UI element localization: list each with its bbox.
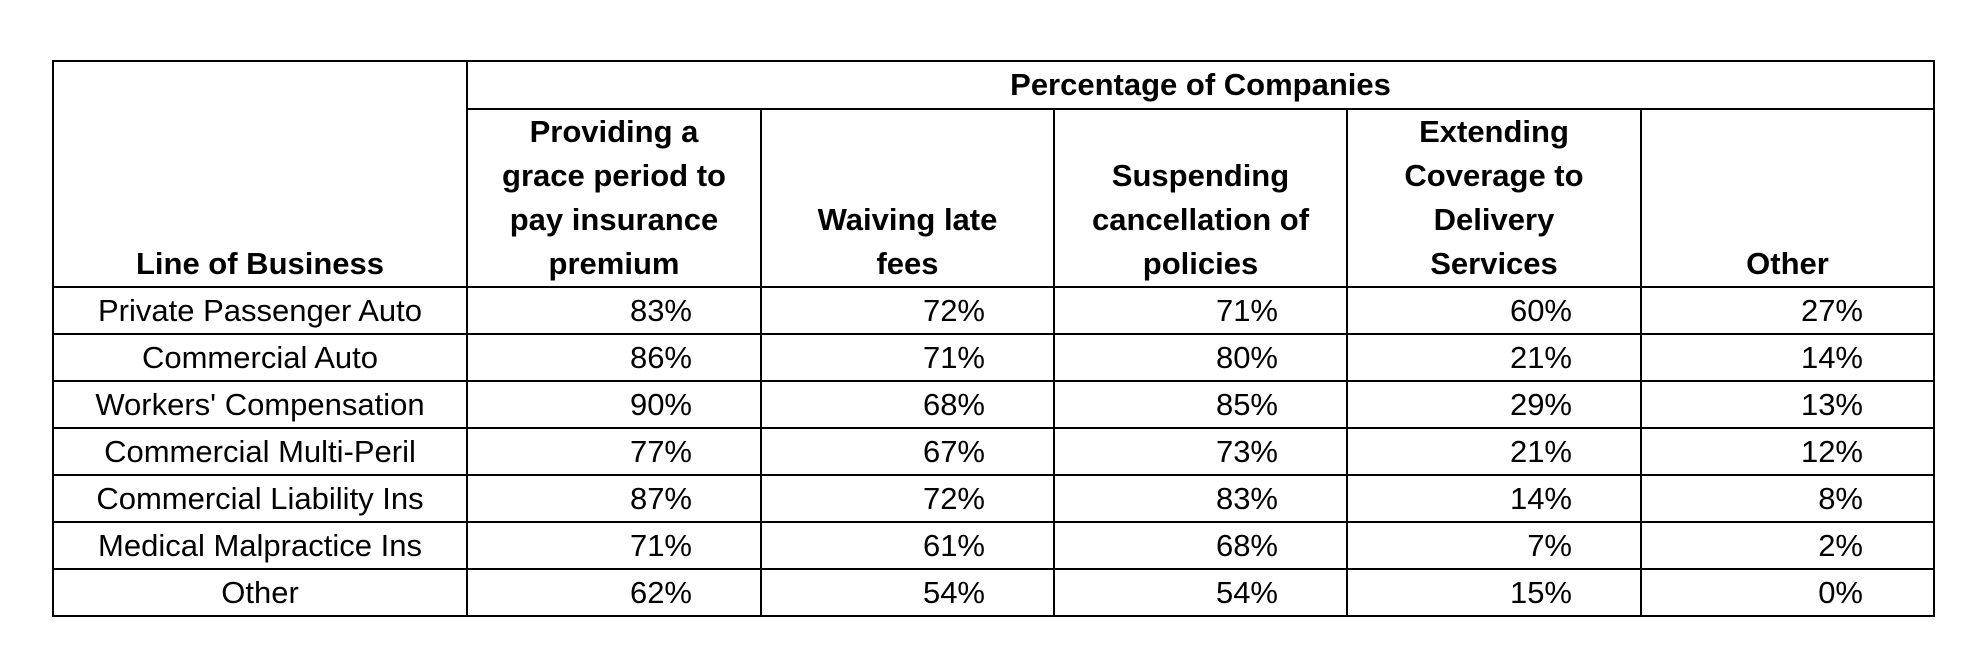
row-label: Medical Malpractice Ins (52, 521, 468, 570)
column-header-line: Other (1746, 246, 1829, 281)
table-cell: 85% (1053, 380, 1348, 429)
column-header-line: Delivery (1433, 202, 1555, 237)
column-header-line: premium (548, 246, 680, 281)
table-cell: 68% (760, 380, 1055, 429)
table-row: Workers' Compensation 90% 68% 85% 29% 13… (52, 380, 1935, 429)
table-cell: 86% (466, 333, 762, 382)
header-row-group: Line of Business Percentage of Companies (52, 60, 1935, 288)
row-label: Commercial Liability Ins (52, 474, 468, 523)
table-cell: 21% (1346, 427, 1642, 476)
table-cell: 15% (1346, 568, 1642, 617)
table-cell: 27% (1640, 286, 1935, 335)
table-cell: 71% (760, 333, 1055, 382)
row-label: Commercial Multi-Peril (52, 427, 468, 476)
table-cell: 68% (1053, 521, 1348, 570)
column-header-line: Extending (1419, 114, 1569, 149)
column-header: Providing a grace period to pay insuranc… (466, 108, 762, 288)
table-cell: 12% (1640, 427, 1935, 476)
group-header-percentage: Percentage of Companies (466, 60, 1935, 110)
table-cell: 72% (760, 474, 1055, 523)
column-header-line: Coverage to (1404, 158, 1584, 193)
table-cell: 54% (760, 568, 1055, 617)
column-header-line: Services (1430, 246, 1558, 281)
row-label: Commercial Auto (52, 333, 468, 382)
column-header: Waiving late fees (760, 108, 1055, 288)
table-cell: 62% (466, 568, 762, 617)
table-row: Private Passenger Auto 83% 72% 71% 60% 2… (52, 286, 1935, 335)
table-cell: 0% (1640, 568, 1935, 617)
column-header-line: pay insurance (509, 202, 719, 237)
table-cell: 71% (466, 521, 762, 570)
table-cell: 83% (466, 286, 762, 335)
table-cell: 83% (1053, 474, 1348, 523)
table-cell: 61% (760, 521, 1055, 570)
table-row: Medical Malpractice Ins 71% 61% 68% 7% 2… (52, 521, 1935, 570)
header-row-columns: Providing a grace period to pay insuranc… (53, 108, 1935, 288)
column-header-line: fees (876, 246, 939, 281)
column-header-line: Waiving late (817, 202, 998, 237)
table-cell: 67% (760, 427, 1055, 476)
table-cell: 2% (1640, 521, 1935, 570)
table-container: Line of Business Percentage of Companies… (52, 60, 1935, 617)
table-row: Commercial Liability Ins 87% 72% 83% 14%… (52, 474, 1935, 523)
row-label: Other (52, 568, 468, 617)
column-header-line: Providing a (529, 114, 699, 149)
row-label: Private Passenger Auto (52, 286, 468, 335)
column-header: Suspending cancellation of policies (1053, 108, 1348, 288)
table-cell: 71% (1053, 286, 1348, 335)
table-cell: 13% (1640, 380, 1935, 429)
row-label: Workers' Compensation (52, 380, 468, 429)
column-header: Other (1640, 108, 1935, 288)
table-cell: 14% (1640, 333, 1935, 382)
table-cell: 21% (1346, 333, 1642, 382)
column-header-line: cancellation of (1091, 202, 1310, 237)
row-header-line-of-business: Line of Business (52, 60, 468, 288)
table-cell: 80% (1053, 333, 1348, 382)
table-cell: 54% (1053, 568, 1348, 617)
table-row: Other 62% 54% 54% 15% 0% (52, 568, 1935, 617)
table-cell: 90% (466, 380, 762, 429)
table-cell: 7% (1346, 521, 1642, 570)
table-cell: 77% (466, 427, 762, 476)
column-header-line: grace period to (502, 158, 726, 193)
data-table: Line of Business Percentage of Companies… (52, 60, 1935, 617)
table-cell: 8% (1640, 474, 1935, 523)
column-header-line: policies (1142, 246, 1259, 281)
column-header-line: Suspending (1111, 158, 1290, 193)
table-cell: 72% (760, 286, 1055, 335)
table-cell: 29% (1346, 380, 1642, 429)
table-cell: 73% (1053, 427, 1348, 476)
table-cell: 87% (466, 474, 762, 523)
table-row: Commercial Multi-Peril 77% 67% 73% 21% 1… (52, 427, 1935, 476)
column-header: Extending Coverage to Delivery Services (1346, 108, 1642, 288)
table-cell: 14% (1346, 474, 1642, 523)
table-row: Commercial Auto 86% 71% 80% 21% 14% (52, 333, 1935, 382)
table-cell: 60% (1346, 286, 1642, 335)
